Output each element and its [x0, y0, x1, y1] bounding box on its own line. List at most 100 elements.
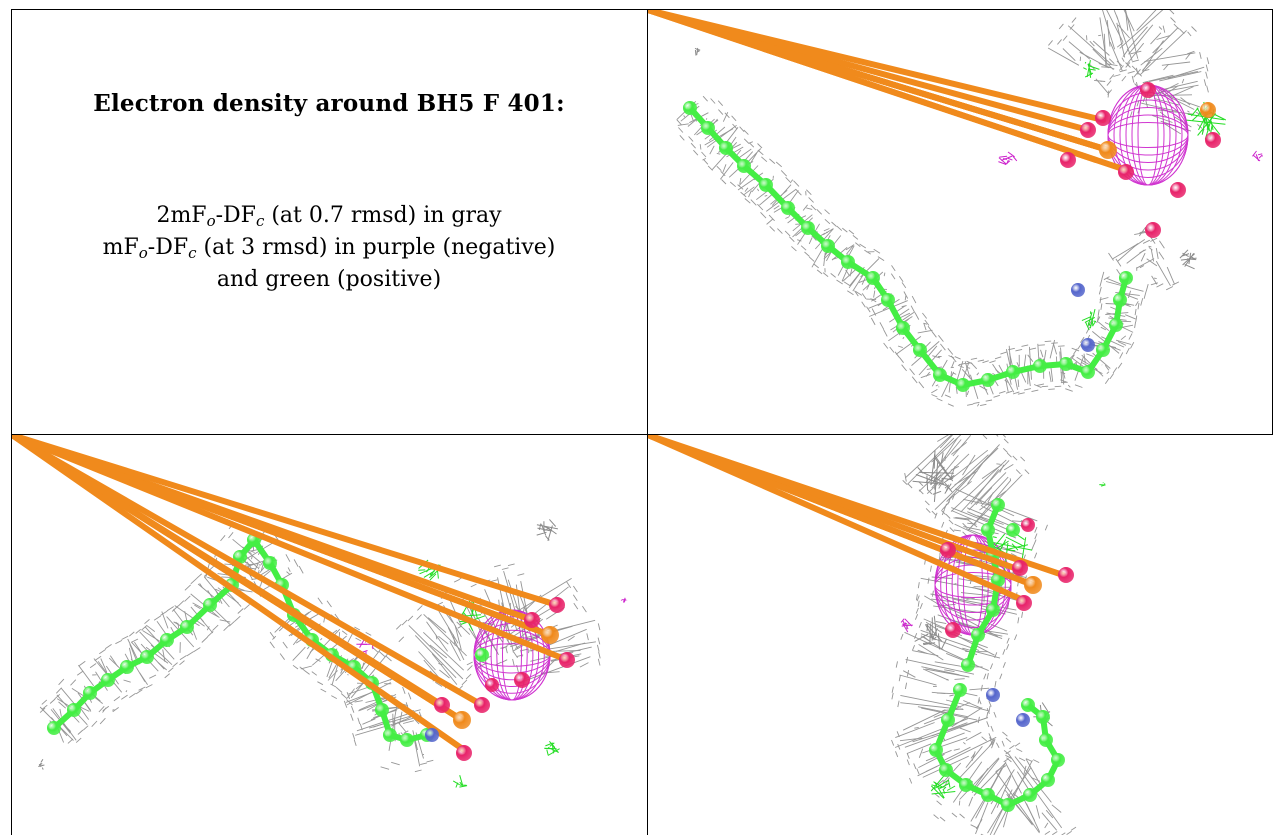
mesh-negative-fragment [900, 618, 913, 633]
atom [400, 733, 414, 747]
headgroup-atoms [1060, 82, 1221, 352]
atom [1140, 82, 1156, 98]
atom [759, 178, 773, 192]
mesh-fragment [694, 47, 701, 56]
atom [101, 673, 115, 687]
atom [913, 343, 927, 357]
view-top-right [648, 10, 1272, 434]
atom [801, 221, 815, 235]
atom [1113, 293, 1127, 307]
caption-line-positive: and green (positive) [216, 267, 442, 292]
mesh-fragment [912, 450, 955, 502]
atom [1081, 365, 1095, 379]
atom [971, 628, 985, 642]
atom [1071, 283, 1085, 297]
atom [1099, 141, 1117, 159]
mesh-negative-fragment [620, 597, 628, 603]
atom [981, 788, 995, 802]
atom [1023, 788, 1037, 802]
atom [940, 542, 956, 558]
phosphate-bonds [648, 10, 1129, 173]
caption-line-2fofc: 2mFo-DFc (at 0.7 rmsd) in gray [156, 203, 502, 230]
atom [475, 648, 489, 662]
headgroup-atoms [940, 518, 1074, 727]
mesh-positive [1081, 308, 1097, 331]
atom [956, 378, 970, 392]
mesh-positive [1099, 482, 1106, 487]
atom [1021, 518, 1035, 532]
atom [120, 660, 134, 674]
atom [514, 672, 530, 688]
headgroup-atoms [425, 597, 575, 761]
atom [375, 703, 389, 717]
caption-cell: Electron density around BH5 F 401: 2mFo-… [12, 0, 646, 434]
atom [541, 626, 559, 644]
atom [841, 255, 855, 269]
atom [1041, 773, 1055, 787]
atom [83, 686, 97, 700]
atom [701, 121, 715, 135]
atom [1145, 222, 1161, 238]
atom [1170, 182, 1186, 198]
atom [1205, 132, 1221, 148]
atom [1039, 733, 1053, 747]
atom [981, 523, 995, 537]
mesh-fragment [38, 758, 45, 770]
caption-body: 2mFo-DFc (at 0.7 rmsd) in gray mFo-DFc (… [12, 200, 646, 296]
atom [1096, 343, 1110, 357]
atom [881, 293, 895, 307]
atom [160, 633, 174, 647]
phosphate-bonds [12, 435, 570, 753]
mesh-negative-fragment [998, 151, 1018, 166]
atom [1059, 357, 1073, 371]
atom [683, 101, 697, 115]
atom [485, 678, 499, 692]
atom [203, 598, 217, 612]
atom [1016, 595, 1032, 611]
atom [933, 368, 947, 382]
atom [1021, 698, 1035, 712]
atom [1060, 152, 1076, 168]
atom [781, 201, 795, 215]
density-render-bottom-left [12, 435, 628, 788]
mesh-2fofc [1047, 10, 1210, 143]
mesh-fragment [1179, 249, 1197, 270]
density-render-bottom-right [648, 435, 1106, 835]
atom [939, 763, 953, 777]
caption-title: Electron density around BH5 F 401: [93, 90, 565, 117]
atom [524, 612, 540, 628]
mesh-fragment [914, 615, 948, 650]
atom [959, 778, 973, 792]
atom [1006, 523, 1020, 537]
view-bottom-left [12, 435, 647, 835]
atom [986, 603, 1000, 617]
atom [456, 745, 472, 761]
atom [559, 652, 575, 668]
atom [453, 711, 471, 729]
atom [866, 271, 880, 285]
atom [1081, 338, 1095, 352]
atom [991, 573, 1005, 587]
mesh-2fofc [1108, 226, 1180, 291]
atom [1016, 713, 1030, 727]
atom [1006, 365, 1020, 379]
ligand-chain [683, 101, 1133, 392]
mesh-fragment [536, 519, 558, 542]
border-top [11, 9, 1273, 10]
atom [474, 697, 490, 713]
atom [737, 159, 751, 173]
atom [383, 728, 397, 742]
atom [1119, 271, 1133, 285]
caption-line-fofc: mFo-DFc (at 3 rmsd) in purple (negative) [102, 235, 556, 262]
mesh-positive [452, 775, 468, 788]
atom [1012, 560, 1028, 576]
atom [1001, 798, 1015, 812]
atom [719, 141, 733, 155]
phosphate-bonds [648, 435, 1066, 603]
atom [1024, 576, 1042, 594]
atom [941, 713, 955, 727]
divider-horizontal [11, 434, 1273, 435]
view-bottom-right [648, 435, 1273, 835]
mesh-positive [1083, 60, 1100, 78]
